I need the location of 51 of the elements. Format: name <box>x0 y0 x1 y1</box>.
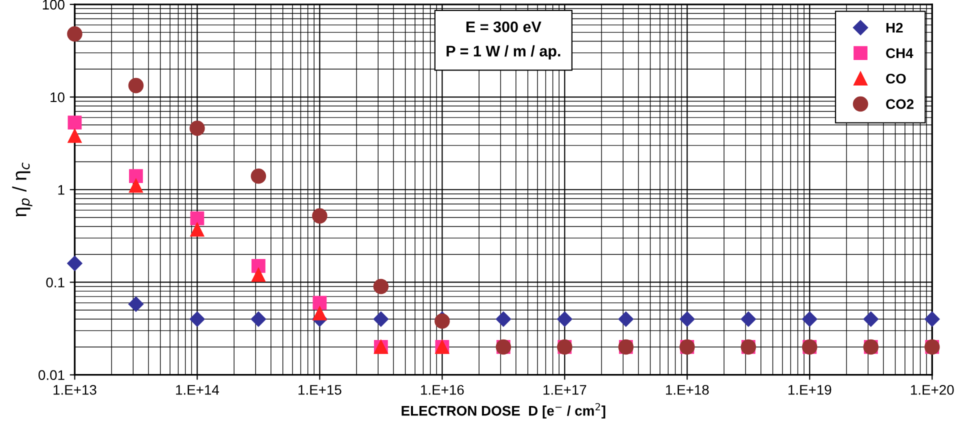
point <box>312 296 327 310</box>
point <box>618 312 634 327</box>
x-axis-title: ELECTRON DOSE D [e$^{−}$ / cm$^{2}$] <box>402 403 606 418</box>
point <box>128 296 144 312</box>
x-tick-label: 1.E+18 <box>666 384 709 395</box>
point <box>190 222 204 237</box>
y-tick-label: 1 <box>58 185 64 195</box>
point <box>863 312 878 327</box>
x-tick-label: 1.E+14 <box>176 385 220 395</box>
legend-label: H2 <box>886 22 903 33</box>
point <box>312 306 327 320</box>
y-tick-label: 100 <box>42 0 64 10</box>
point <box>557 312 572 327</box>
point <box>740 312 756 327</box>
point <box>68 116 82 130</box>
point <box>250 312 266 327</box>
point <box>129 169 143 184</box>
point <box>924 312 940 327</box>
point <box>496 312 511 327</box>
point <box>252 268 266 282</box>
point <box>67 256 82 271</box>
point <box>190 312 205 327</box>
point <box>250 168 266 184</box>
point <box>68 128 82 143</box>
annotation: P = 1 W / m / ap. <box>446 45 560 60</box>
point <box>373 312 389 327</box>
point <box>67 26 82 42</box>
y-axis-title: η$_{p}$ / η$_{c}$ <box>12 162 32 216</box>
annotation: E = 300 eV <box>466 21 542 32</box>
point <box>434 314 450 329</box>
y-tick-label: 0.1 <box>46 278 64 288</box>
y-tick-label: 0.01 <box>38 370 64 380</box>
x-tick-label: 1.E+19 <box>788 384 832 395</box>
x-tick-label: 1.E+15 <box>298 385 342 395</box>
point <box>312 208 328 224</box>
point <box>129 178 143 193</box>
point <box>802 312 818 327</box>
point <box>252 258 266 273</box>
point <box>373 278 389 294</box>
point <box>128 78 144 94</box>
legend-label: CO2 <box>886 99 914 110</box>
x-tick-label: 1.E+13 <box>54 384 96 395</box>
legend-label: CO <box>886 74 906 84</box>
point <box>190 211 204 226</box>
point <box>190 120 205 136</box>
point <box>680 312 695 327</box>
y-tick-label: 10 <box>50 92 64 102</box>
legend-label: CH4 <box>886 48 914 58</box>
x-tick-label: 1.E+16 <box>421 384 464 395</box>
x-tick-label: 1.E+17 <box>544 385 586 395</box>
x-tick-label: 1.E+20 <box>910 384 954 395</box>
